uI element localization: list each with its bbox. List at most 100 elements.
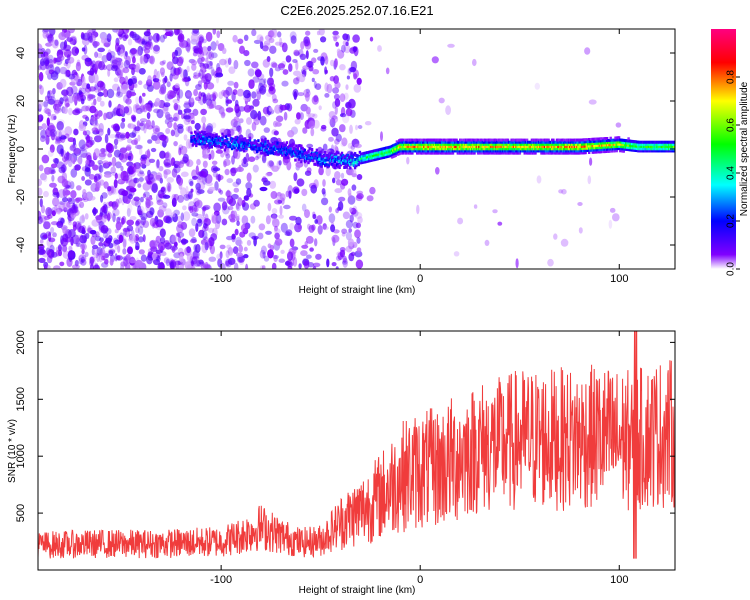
noise-speckle	[353, 83, 362, 93]
ridge-cell	[230, 144, 234, 148]
noise-speckle	[162, 202, 168, 209]
noise-speckle	[155, 249, 162, 254]
noise-speckle	[49, 182, 57, 188]
ridge-cell	[369, 152, 372, 156]
noise-speckle	[87, 94, 92, 102]
noise-speckle	[38, 164, 44, 172]
noise-speckle	[81, 249, 85, 255]
noise-speckle	[186, 246, 191, 254]
noise-speckle	[334, 105, 338, 115]
noise-speckle	[328, 111, 336, 119]
noise-speckle	[119, 147, 127, 154]
noise-speckle	[250, 110, 258, 120]
noise-speckle	[163, 257, 170, 264]
noise-speckle	[152, 125, 161, 135]
noise-speckle	[180, 187, 187, 197]
noise-speckle	[44, 58, 49, 67]
noise-speckle	[120, 170, 129, 181]
noise-speckle	[259, 36, 264, 43]
noise-speckle	[608, 219, 613, 229]
noise-speckle	[202, 94, 207, 104]
noise-speckle	[341, 249, 346, 255]
ridge-cell	[605, 137, 609, 140]
ridge-cell	[287, 156, 290, 160]
noise-speckle	[171, 51, 176, 60]
noise-speckle	[99, 179, 105, 186]
noise-speckle	[152, 78, 160, 83]
noise-speckle	[185, 92, 193, 97]
noise-speckle	[91, 247, 95, 256]
noise-speckle	[354, 143, 362, 149]
ridge-cell	[233, 146, 236, 150]
noise-speckle	[172, 56, 179, 65]
noise-speckle	[259, 265, 264, 269]
ridge-cell	[199, 135, 203, 138]
ridge-cell	[467, 140, 470, 144]
noise-speckle	[145, 119, 152, 128]
noise-speckle	[120, 165, 124, 172]
noise-speckle	[219, 251, 223, 259]
ridge-cell	[273, 144, 277, 148]
ridge-cell	[525, 138, 529, 142]
noise-speckle	[90, 235, 96, 245]
noise-speckle	[191, 204, 198, 213]
noise-speckle	[306, 143, 314, 149]
noise-speckle	[355, 194, 363, 202]
noise-speckle	[42, 31, 49, 39]
noise-speckle	[49, 113, 55, 121]
noise-speckle	[132, 163, 137, 173]
ridge-cell	[461, 142, 464, 146]
ridge-cell	[488, 138, 492, 142]
ridge-cell	[512, 138, 516, 142]
noise-speckle	[225, 86, 233, 96]
noise-speckle	[339, 249, 345, 258]
noise-speckle	[235, 178, 242, 185]
ridge-cell	[523, 151, 526, 155]
ridge-cell	[510, 142, 513, 146]
noise-speckle	[119, 69, 124, 80]
ridge-cell	[402, 147, 406, 151]
noise-speckle	[298, 263, 302, 269]
noise-speckle	[41, 205, 45, 214]
noise-speckle	[193, 89, 199, 97]
noise-speckle	[126, 161, 134, 167]
ridge-cell	[405, 151, 408, 155]
noise-speckle	[68, 107, 73, 116]
ridge-cell	[455, 142, 458, 146]
noise-speckle	[138, 236, 144, 243]
noise-speckle	[137, 45, 143, 56]
noise-speckle	[204, 223, 209, 232]
noise-speckle	[246, 187, 252, 198]
noise-speckle	[133, 196, 140, 202]
ridge-cell	[433, 138, 437, 142]
noise-speckle	[219, 262, 226, 269]
noise-speckle	[42, 29, 50, 33]
noise-speckle	[56, 49, 64, 59]
ridge-cell	[604, 150, 608, 153]
noise-speckle	[107, 161, 112, 167]
noise-speckle	[80, 153, 89, 158]
noise-speckle	[120, 154, 128, 163]
noise-speckle	[201, 230, 208, 241]
noise-speckle	[68, 73, 76, 80]
noise-speckle	[58, 149, 67, 158]
noise-speckle	[147, 75, 152, 84]
ridge-cell	[375, 148, 378, 152]
noise-speckle	[73, 128, 79, 136]
noise-speckle	[95, 181, 100, 191]
ridge-cell	[445, 149, 449, 153]
ridge-cell	[404, 138, 407, 142]
noise-speckle	[178, 144, 184, 151]
noise-speckle	[303, 260, 310, 269]
ridge-cell	[228, 142, 231, 146]
ridge-cell	[294, 150, 297, 154]
noise-speckle	[101, 160, 109, 166]
noise-speckle	[135, 242, 140, 251]
noise-speckle	[251, 29, 257, 37]
noise-speckle	[158, 87, 166, 95]
ridge-cell	[215, 139, 218, 143]
noise-speckle	[89, 117, 96, 124]
noise-speckle	[63, 92, 68, 97]
noise-speckle	[156, 199, 164, 206]
